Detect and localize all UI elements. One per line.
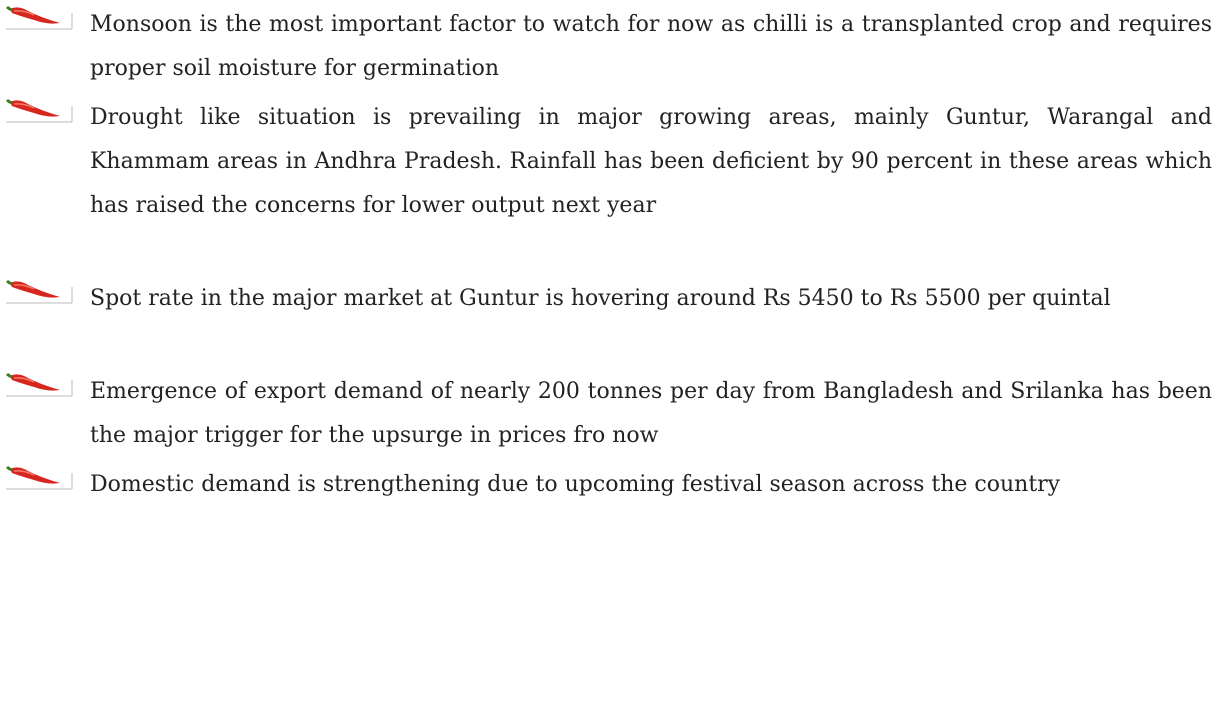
bullet-text: Emergence of export demand of nearly 200… xyxy=(90,379,1212,448)
bullet-text: Drought like situation is prevailing in … xyxy=(90,105,1212,218)
bullet-text: Spot rate in the major market at Guntur … xyxy=(90,286,1111,311)
bullet-text: Monsoon is the most important factor to … xyxy=(90,12,1212,81)
chilli-icon xyxy=(5,5,73,30)
chilli-icon xyxy=(5,372,73,397)
chilli-icon xyxy=(5,465,73,490)
chilli-icon xyxy=(5,98,73,123)
chilli-icon xyxy=(5,279,73,304)
bullet-text: Domestic demand is strengthening due to … xyxy=(90,472,1061,497)
